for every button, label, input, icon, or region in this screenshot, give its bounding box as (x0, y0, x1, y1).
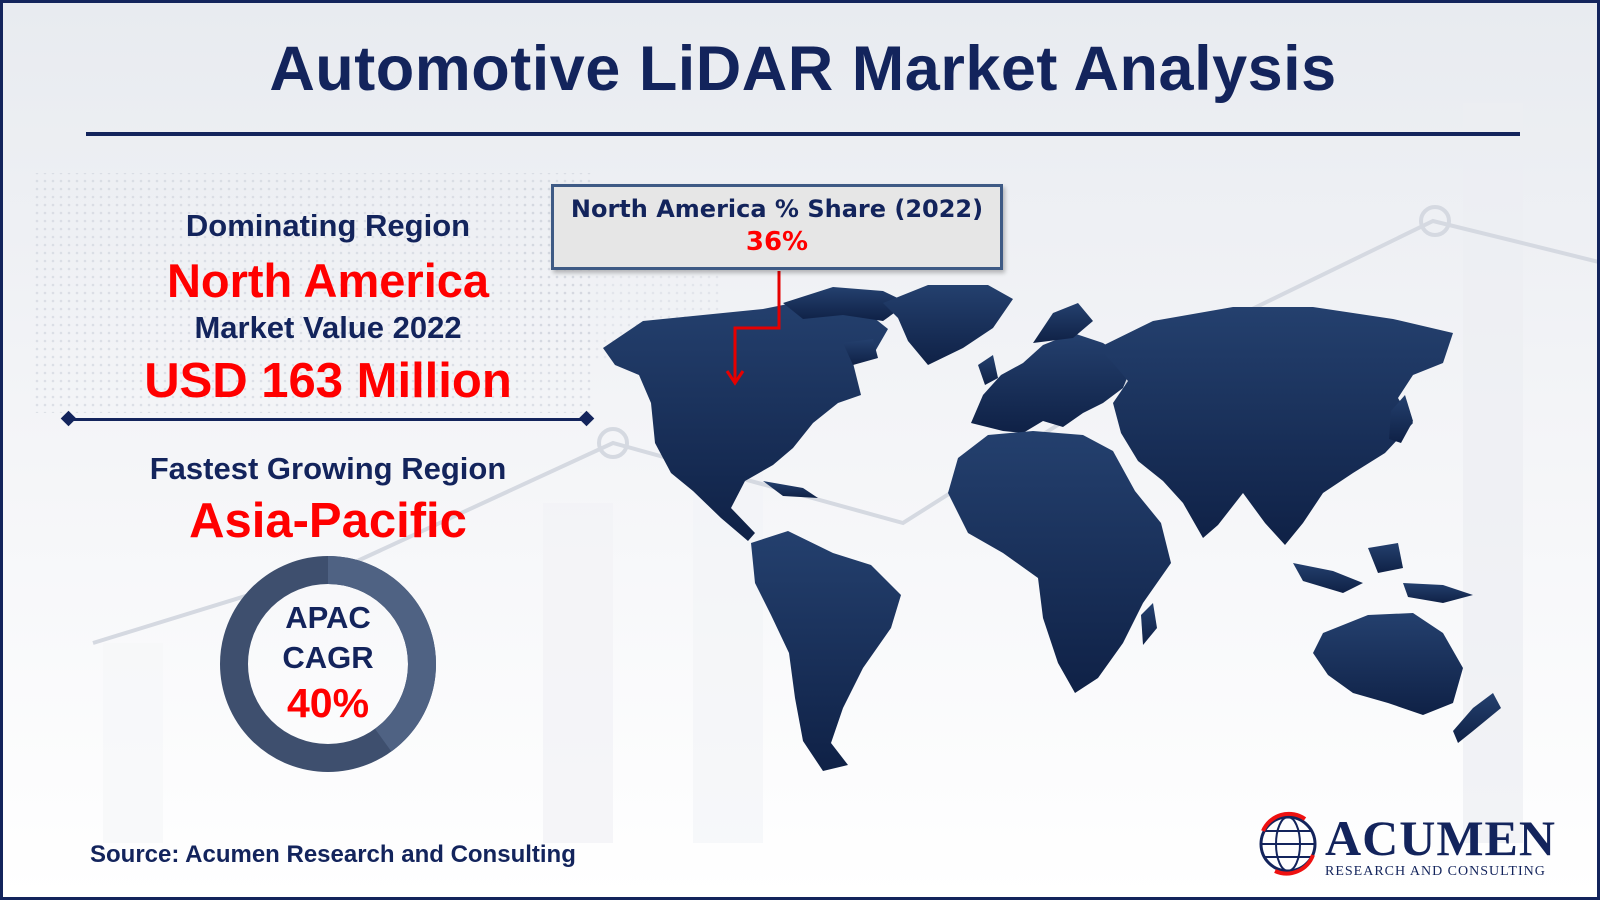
cagr-donut (220, 556, 436, 772)
logo-subtitle: RESEARCH AND CONSULTING (1325, 864, 1546, 879)
callout-arrow (725, 271, 781, 386)
market-value-label: Market Value 2022 (194, 310, 462, 345)
callout-label: North America % Share (2022) (570, 195, 984, 223)
section-divider (68, 418, 591, 421)
cagr-text: APAC CAGR 40% (219, 598, 437, 728)
dominating-region-value: North America (166, 254, 490, 307)
market-value: USD 163 Million (144, 354, 512, 408)
cagr-line1: APAC (285, 600, 371, 635)
page-title: Automotive LiDAR Market Analysis (269, 34, 1337, 104)
title-underline (86, 132, 1520, 136)
fastest-region-label: Fastest Growing Region (149, 451, 507, 486)
dominating-region-label: Dominating Region (185, 208, 471, 243)
world-map-icon (603, 271, 1501, 771)
callout-value: 36% (745, 227, 809, 257)
cagr-line2: CAGR (282, 640, 374, 675)
globe-logo-icon (1259, 811, 1317, 876)
cagr-value: 40% (286, 680, 370, 726)
donut-arc (220, 556, 436, 772)
fastest-region-value: Asia-Pacific (189, 494, 467, 548)
source-note: Source: Acumen Research and Consulting (90, 841, 576, 868)
share-callout: North America % Share (2022) 36% (551, 184, 1003, 270)
logo-name: ACUMEN (1325, 810, 1556, 866)
